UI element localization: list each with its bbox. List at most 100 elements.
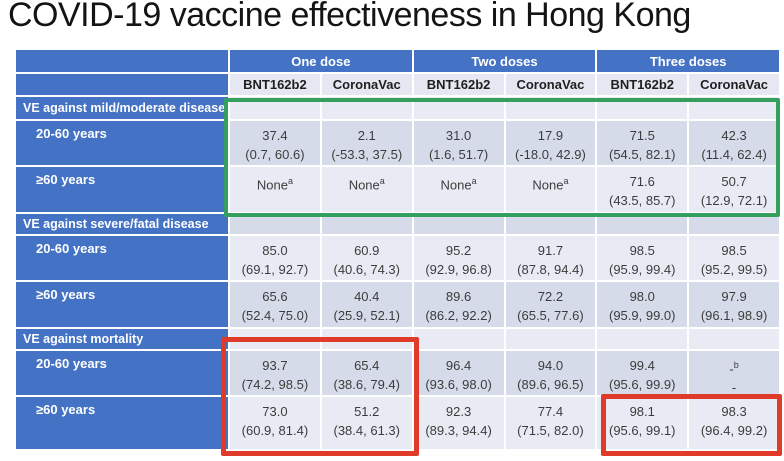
value-cell: 95.2 (92.9, 96.8): [413, 236, 504, 280]
ci-text: (38.6, 79.4): [333, 377, 400, 392]
band-cell: [413, 97, 504, 119]
ci-text: (43.5, 85.7): [608, 193, 676, 208]
band-cell: [689, 97, 779, 119]
value-cell: Nonea: [505, 167, 596, 212]
band-cell: [413, 214, 504, 234]
ci-text: (95.9, 99.4): [608, 262, 676, 277]
ci-text: (1.6, 51.7): [428, 147, 489, 162]
value-cell: 73.0 (60.9, 81.4): [230, 397, 320, 449]
value-text: 37.4: [262, 128, 288, 143]
vaccine-header-cell: BNT162b2: [230, 74, 320, 95]
ci-text: (38.4, 61.3): [333, 423, 400, 438]
ci-text: (95.6, 99.1): [608, 423, 676, 438]
value-text: 71.5: [629, 128, 655, 143]
value-cell: 98.0 (95.9, 99.0): [597, 282, 688, 327]
value-cell: 98.3 (96.4, 99.2): [689, 397, 779, 449]
corner-cell: [16, 50, 228, 72]
value-text: 93.7: [262, 358, 288, 373]
section-label-cell: VE against severe/fatal disease: [16, 214, 228, 234]
value-text: Nonea: [348, 176, 385, 193]
value-text: 71.6: [629, 174, 655, 189]
value-text: 17.9: [537, 128, 564, 143]
red-highlight-box-three-dose-mortality: [601, 394, 782, 456]
ci-text: (54.5, 82.1): [608, 147, 676, 162]
value-text: 98.5: [629, 243, 655, 258]
ci-text: (87.8, 94.4): [517, 262, 584, 277]
value-text: 96.4: [445, 358, 472, 373]
vaccine-header-cell: BNT162b2: [413, 74, 504, 95]
band-cell: [321, 97, 412, 119]
value-cell: 92.3 (89.3, 94.4): [413, 397, 504, 449]
ci-text: (65.5, 77.6): [517, 308, 584, 323]
value-cell: 72.2 (65.5, 77.6): [505, 282, 596, 327]
band-cell: [321, 214, 412, 234]
value-text: 98.0: [629, 289, 655, 304]
ci-text: (11.4, 62.4): [701, 147, 767, 162]
value-cell: 2.1 (-53.3, 37.5): [321, 121, 412, 165]
ci-text: (74.2, 98.5): [241, 377, 309, 392]
dose-header-cell: Two doses: [413, 50, 596, 72]
value-text: 40.4: [354, 289, 380, 304]
value-text: 77.4: [537, 404, 564, 419]
age-label-cell: ≥60 years: [16, 167, 228, 212]
value-cell: 50.7 (12.9, 72.1): [689, 167, 779, 212]
ci-text: (60.9, 81.4): [241, 423, 309, 438]
band-cell: [597, 97, 688, 119]
ci-text: (25.9, 52.1): [333, 308, 400, 323]
value-cell: 51.2 (38.4, 61.3): [321, 397, 412, 449]
age-label-cell: ≥60 years: [16, 397, 228, 449]
band-cell: [505, 214, 596, 234]
value-cell: 98.5 (95.2, 99.5): [689, 236, 779, 280]
dose-header-cell: Three doses: [597, 50, 779, 72]
ci-text: (-53.3, 37.5): [331, 147, 403, 162]
section-label-cell: VE against mild/moderate disease: [16, 97, 228, 119]
value-cell: 98.5 (95.9, 99.4): [597, 236, 688, 280]
ci-text: (92.9, 96.8): [425, 262, 492, 277]
ci-text: (40.6, 74.3): [333, 262, 400, 277]
value-cell: 89.6 (86.2, 92.2): [413, 282, 504, 327]
value-cell: 71.5 (54.5, 82.1): [597, 121, 688, 165]
value-cell: 85.0 (69.1, 92.7): [230, 236, 320, 280]
band-cell: [413, 329, 504, 349]
band-cell: [505, 329, 596, 349]
value-cell: 94.0 (89.6, 96.5): [505, 351, 596, 395]
value-text: 92.3: [445, 404, 472, 419]
footnote-superscript: a: [563, 176, 569, 186]
footnote-superscript: b: [733, 360, 739, 370]
value-cell: Nonea: [321, 167, 412, 212]
value-cell: 42.3 (11.4, 62.4): [689, 121, 779, 165]
ci-text: (95.6, 99.9): [608, 377, 676, 392]
band-cell: [597, 214, 688, 234]
value-text: 65.4: [354, 358, 380, 373]
band-cell: [689, 214, 779, 234]
band-cell: [230, 97, 320, 119]
value-cell: Nonea: [413, 167, 504, 212]
value-text: Nonea: [256, 176, 293, 193]
ci-text: (69.1, 92.7): [241, 262, 309, 277]
value-text: 42.3: [721, 128, 747, 143]
dose-header-cell: One dose: [230, 50, 412, 72]
vaccine-header-cell: CoronaVac: [689, 74, 779, 95]
value-text: Nonea: [532, 176, 569, 193]
value-text: 99.4: [629, 358, 655, 373]
age-label-cell: ≥60 years: [16, 282, 228, 327]
vaccine-header-cell: BNT162b2: [597, 74, 688, 95]
value-cell: 65.6 (52.4, 75.0): [230, 282, 320, 327]
ci-text: (-18.0, 42.9): [515, 147, 586, 162]
ci-text: -: [731, 380, 737, 395]
ci-text: (96.1, 98.9): [700, 308, 768, 323]
value-cell: -b -: [689, 351, 779, 395]
value-cell: 97.9 (96.1, 98.9): [689, 282, 779, 327]
vaccine-header-cell: CoronaVac: [505, 74, 596, 95]
footnote-superscript: a: [471, 176, 477, 186]
footnote-superscript: a: [287, 176, 293, 186]
value-text: 89.6: [445, 289, 472, 304]
ci-text: (89.6, 96.5): [517, 377, 584, 392]
value-cell: 37.4 (0.7, 60.6): [230, 121, 320, 165]
value-cell: 99.4 (95.6, 99.9): [597, 351, 688, 395]
value-text: 98.5: [721, 243, 747, 258]
value-cell: 60.9 (40.6, 74.3): [321, 236, 412, 280]
slide-title: COVID-19 vaccine effectiveness in Hong K…: [8, 0, 691, 34]
value-text: 65.6: [262, 289, 288, 304]
ci-text: (52.4, 75.0): [241, 308, 309, 323]
